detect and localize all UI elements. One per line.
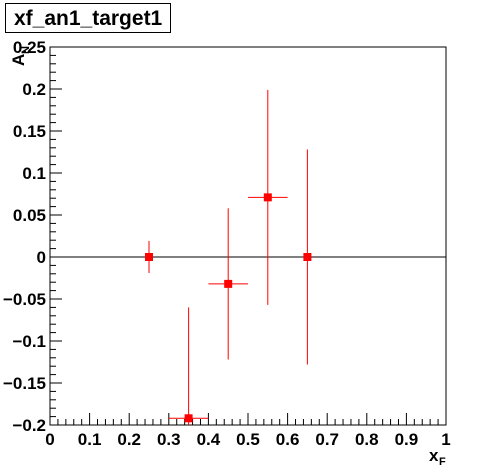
point-marker xyxy=(303,253,312,261)
chart-title-box: xf_an1_target1 xyxy=(5,3,172,33)
x-tick-label: 1 xyxy=(441,430,450,449)
x-tick-label: 0.6 xyxy=(276,430,300,449)
x-tick-label: 0.4 xyxy=(197,430,221,449)
x-axis-label: x xyxy=(429,446,439,465)
data-point xyxy=(168,307,209,425)
x-tick-label: 0.3 xyxy=(157,430,181,449)
plot-axes: 0 0.1 0.2 0.3 0.4 0.5 0.6 0.7 0.8 0.9 1 0.25 0.2 0.15… xyxy=(3,38,451,449)
y-axis-label: A xyxy=(9,54,28,66)
y-tick-label: −0.05 xyxy=(3,290,46,309)
point-marker xyxy=(224,279,233,288)
y-axis-label-subscript: N xyxy=(20,46,32,54)
point-marker xyxy=(263,193,272,202)
x-tick-label: 0.5 xyxy=(236,430,260,449)
x-tick-label: 0.8 xyxy=(355,430,379,449)
y-tick-label: 0.05 xyxy=(13,206,46,225)
y-tick-label: −0.15 xyxy=(3,374,46,393)
y-tick-label: 0.1 xyxy=(22,164,46,183)
x-tick-label: 0.1 xyxy=(78,430,102,449)
point-marker xyxy=(145,253,153,261)
y-tick-label: −0.1 xyxy=(12,332,46,351)
data-point xyxy=(208,208,248,360)
y-tick-label: 0.15 xyxy=(13,122,46,141)
chart-title: xf_an1_target1 xyxy=(14,6,163,30)
plot-frame xyxy=(49,46,447,426)
y-tick-label: 0.25 xyxy=(13,38,46,57)
x-axis-label-subscript: F xyxy=(439,456,446,468)
y-tick-label: −0.2 xyxy=(12,416,46,435)
x-tick-label: 0.2 xyxy=(117,430,141,449)
data-point xyxy=(303,149,312,365)
point-marker xyxy=(184,414,193,423)
data-point xyxy=(145,241,153,273)
x-tick-label: 0.9 xyxy=(395,430,419,449)
data-point xyxy=(248,89,288,305)
x-tick-label: 0 xyxy=(45,430,54,449)
data-points xyxy=(145,89,312,425)
y-tick-label: 0.2 xyxy=(22,80,46,99)
x-tick-label: 0.7 xyxy=(315,430,339,449)
y-tick-label: 0 xyxy=(37,248,46,267)
